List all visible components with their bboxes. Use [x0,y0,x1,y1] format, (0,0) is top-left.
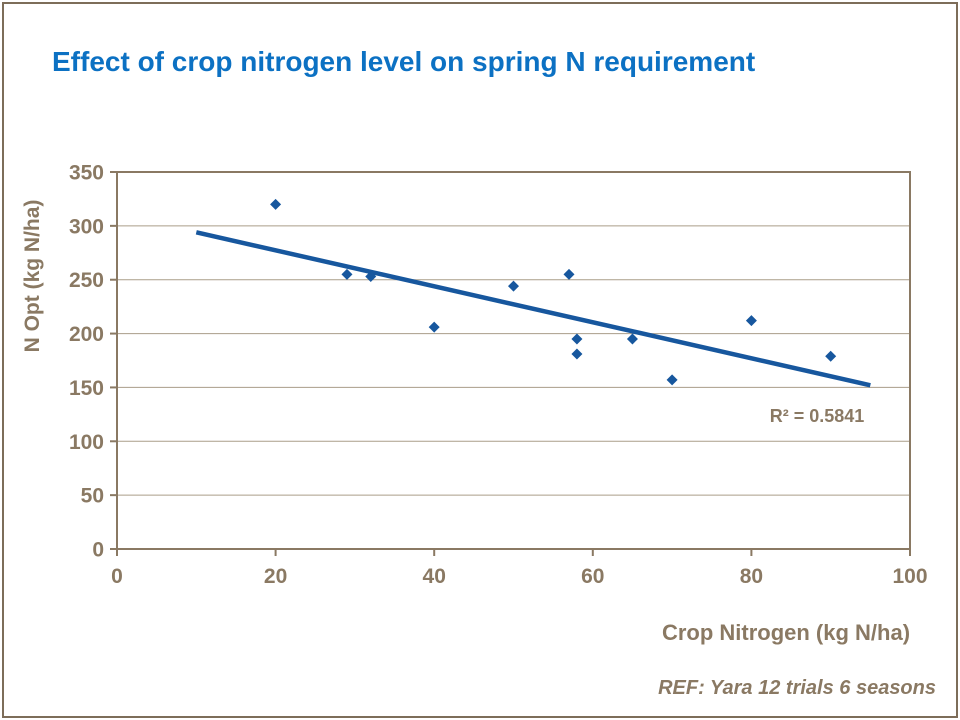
plot-border [116,171,911,550]
y-tick-label: 150 [69,377,104,400]
data-point [428,321,440,333]
x-tick-label: 100 [892,565,927,588]
data-point [825,350,837,362]
y-tick-label: 300 [69,215,104,238]
y-tick-label: 200 [69,323,104,346]
y-tick-label: 250 [69,269,104,292]
chart-title: Effect of crop nitrogen level on spring … [52,46,756,77]
x-axis-title: Crop Nitrogen (kg N/ha) [661,620,911,645]
data-point [745,315,757,327]
x-tick-label: 60 [581,565,604,588]
data-point [626,333,638,345]
data-point [365,270,377,282]
y-tick-label: 50 [81,485,104,508]
data-point [341,268,353,280]
x-tick-label: 80 [740,565,763,588]
y-tick-label: 100 [69,431,104,454]
y-axis-title: N Opt (kg N/ha) [21,199,44,353]
data-point [666,374,678,386]
data-point [571,348,583,360]
data-point [270,198,282,210]
data-point [563,268,575,280]
data-point [508,280,519,292]
r-squared-label: R² = 0.5841 [769,406,865,426]
x-tick-label: 20 [264,565,287,588]
y-tick-label: 0 [92,539,104,562]
x-tick-label: 40 [423,565,446,588]
trendline [195,230,871,388]
x-tick-label: 0 [111,565,123,588]
data-point [571,333,583,345]
reference-text: REF: Yara 12 trials 6 seasons [658,677,936,699]
y-tick-label: 350 [69,162,104,185]
